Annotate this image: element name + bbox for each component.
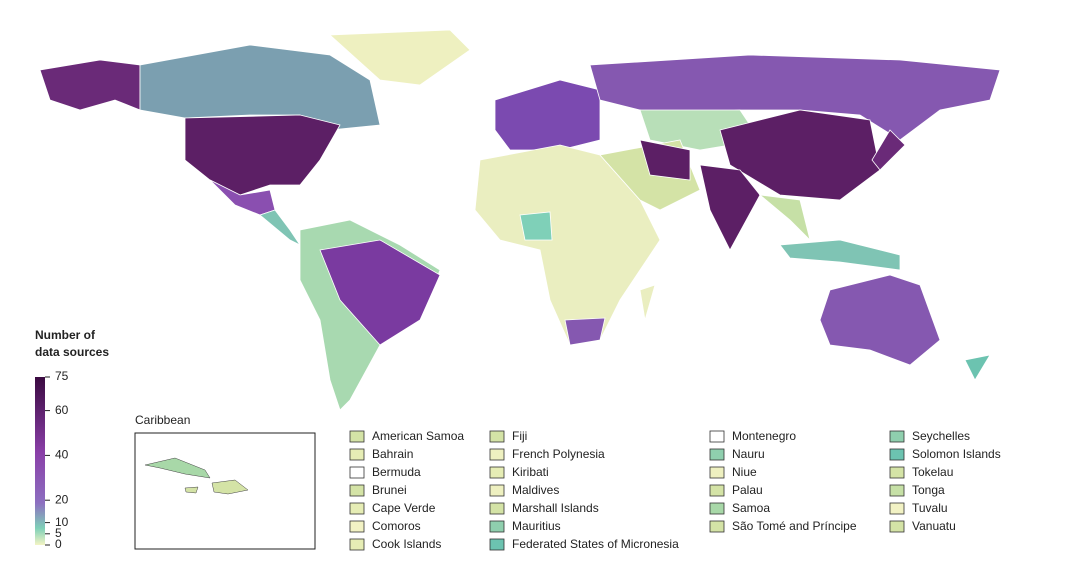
legend-swatch bbox=[709, 484, 725, 497]
legend-swatch bbox=[889, 502, 905, 515]
colorbar-tick-label: 10 bbox=[55, 515, 69, 529]
legend-label: Cape Verde bbox=[372, 501, 436, 515]
legend-label: Federated States of Micronesia bbox=[512, 537, 679, 551]
colorbar-tick-label: 75 bbox=[55, 369, 69, 383]
legend-label: Mauritius bbox=[512, 519, 561, 533]
legend-swatch bbox=[489, 430, 505, 443]
legend-swatch bbox=[349, 466, 365, 479]
brazil bbox=[319, 239, 441, 346]
central-america bbox=[259, 209, 302, 247]
hispaniola bbox=[211, 479, 249, 495]
colorbar-ramp bbox=[35, 377, 45, 545]
legend-swatch bbox=[489, 466, 505, 479]
legend-label: French Polynesia bbox=[512, 447, 605, 461]
legend-label: Fiji bbox=[512, 429, 527, 443]
legend-swatch bbox=[709, 502, 725, 515]
jamaica bbox=[184, 486, 199, 494]
usa bbox=[184, 114, 341, 196]
legend-swatch bbox=[709, 430, 725, 443]
legend-swatch bbox=[709, 448, 725, 461]
legend-label: Tonga bbox=[912, 483, 945, 497]
legend-label: Kiribati bbox=[512, 465, 549, 479]
legend-swatch bbox=[349, 502, 365, 515]
australia bbox=[819, 274, 941, 366]
madagascar bbox=[639, 284, 656, 321]
india bbox=[699, 164, 761, 251]
legend-swatch bbox=[889, 484, 905, 497]
legend-swatch bbox=[489, 484, 505, 497]
legend-label: Nauru bbox=[732, 447, 765, 461]
colorbar-tick-label: 60 bbox=[55, 403, 69, 417]
legend-swatch bbox=[889, 520, 905, 533]
legend-swatch bbox=[489, 502, 505, 515]
legend-swatch bbox=[889, 448, 905, 461]
europe bbox=[494, 79, 601, 151]
legend-label: Seychelles bbox=[912, 429, 970, 443]
new-zealand bbox=[964, 354, 991, 381]
legend-swatch bbox=[889, 430, 905, 443]
colorbar-tick-label: 20 bbox=[55, 492, 69, 506]
legend-label: Samoa bbox=[732, 501, 770, 515]
legend-label: Comoros bbox=[372, 519, 421, 533]
legend-title: Number of bbox=[35, 328, 96, 342]
legend-label: Bermuda bbox=[372, 465, 421, 479]
legend-label: Vanuatu bbox=[912, 519, 956, 533]
legend-label: Palau bbox=[732, 483, 763, 497]
colorbar-tick-label: 40 bbox=[55, 448, 69, 462]
colorbar-tick-label: 0 bbox=[55, 537, 62, 551]
legend-swatch bbox=[489, 520, 505, 533]
colorbar-tick-label: 5 bbox=[55, 526, 62, 540]
world-map bbox=[39, 29, 1001, 411]
legend-swatch bbox=[349, 448, 365, 461]
legend-label: Bahrain bbox=[372, 447, 413, 461]
legend-title: data sources bbox=[35, 345, 109, 359]
southeast-asia bbox=[758, 194, 811, 242]
legend-swatch bbox=[349, 484, 365, 497]
cuba bbox=[144, 457, 211, 479]
south-africa bbox=[564, 317, 606, 346]
legend-label: Maldives bbox=[512, 483, 559, 497]
caribbean-inset: Caribbean bbox=[134, 413, 316, 550]
legend-swatch bbox=[349, 520, 365, 533]
legend-label: Cook Islands bbox=[372, 537, 441, 551]
legend-label: Niue bbox=[732, 465, 757, 479]
legend-swatch bbox=[889, 466, 905, 479]
legend-label: Tokelau bbox=[912, 465, 953, 479]
legend-label: Montenegro bbox=[732, 429, 796, 443]
legend-swatch bbox=[709, 466, 725, 479]
alaska bbox=[39, 59, 141, 111]
legend-swatch bbox=[489, 538, 505, 551]
nigeria bbox=[519, 211, 553, 241]
legend-label: Tuvalu bbox=[912, 501, 948, 515]
legend-swatch bbox=[489, 448, 505, 461]
legend-label: Brunei bbox=[372, 483, 407, 497]
legend-label: Marshall Islands bbox=[512, 501, 599, 515]
indonesia bbox=[779, 239, 901, 271]
legend-label: São Tomé and Príncipe bbox=[732, 519, 857, 533]
inset-title: Caribbean bbox=[135, 413, 190, 427]
legend-swatch bbox=[349, 430, 365, 443]
legend-swatch bbox=[349, 538, 365, 551]
greenland bbox=[329, 29, 471, 86]
legend-label: Solomon Islands bbox=[912, 447, 1001, 461]
small-states-legend: American Samoa Bahrain Bermuda Brunei Cape V… bbox=[349, 429, 1001, 551]
iran bbox=[639, 139, 691, 181]
legend-label: American Samoa bbox=[372, 429, 464, 443]
legend-swatch bbox=[709, 520, 725, 533]
japan bbox=[871, 129, 906, 171]
